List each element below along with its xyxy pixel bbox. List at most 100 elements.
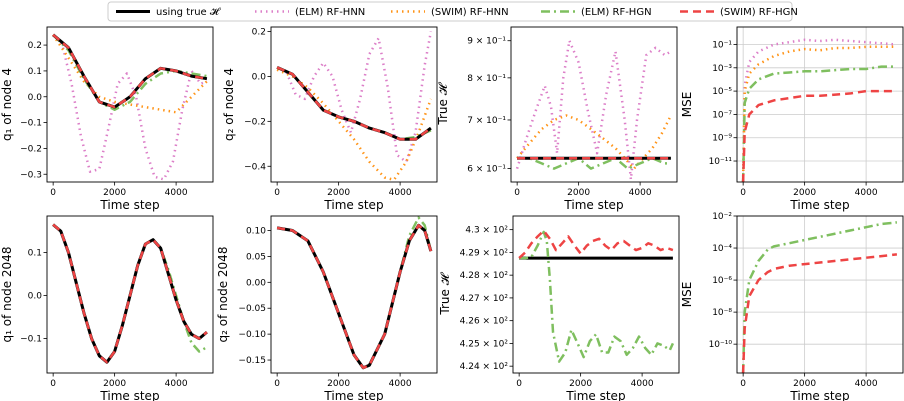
- y-axis-label: q₂ of node 2048: [216, 247, 230, 343]
- y-tick-label: −0.15: [238, 356, 266, 366]
- y-tick-label: 4.27 × 10²: [460, 294, 509, 304]
- panel-6: 0 2000 4000 −0.15 −0.10 −0.05 0.00 0.05 0.10 Time…: [216, 215, 438, 401]
- series-swim_hgn: [52, 223, 208, 364]
- y-tick-label: −0.3: [20, 170, 42, 180]
- x-axis-label: Time step: [565, 389, 625, 401]
- series-swim_hgn: [741, 253, 898, 373]
- y-axis-label: q₂ of node 4: [222, 68, 236, 141]
- x-tick-label: 4000: [855, 379, 878, 389]
- series-elm_hnn: [515, 39, 672, 181]
- x-tick-label: 0: [274, 379, 280, 389]
- axes-frame: [736, 26, 904, 183]
- series-elm_hnn: [52, 33, 208, 181]
- x-tick-label: 4000: [389, 188, 412, 198]
- x-tick-label: 2000: [569, 379, 592, 389]
- y-axis-label: True 𝓗: [438, 271, 452, 315]
- panel-1: 0 2000 4000 −0.3 −0.2 −0.1 0.0 0.1 0.2 Time step q…: [0, 26, 214, 212]
- series-swim_hgn: [741, 89, 897, 182]
- y-tick-label: −0.1: [20, 119, 42, 129]
- x-tick-label: 2000: [793, 379, 816, 389]
- series-swim_hgn: [518, 229, 674, 260]
- panel-4: 0 2000 4000 10⁻¹¹ 10⁻⁹ 10⁻⁷ 10⁻⁵ 10⁻³ 10⁻¹ Time s…: [680, 26, 904, 212]
- y-tick-label: 6 × 10⁻¹: [467, 165, 506, 175]
- y-tick-label: 0.05: [246, 252, 266, 262]
- axes-frame: [736, 215, 904, 374]
- axes-frame: [512, 215, 680, 374]
- series-elm_hnn: [741, 38, 897, 182]
- x-tick-label: 0: [740, 188, 746, 198]
- axes-frame: [510, 26, 678, 183]
- y-tick-label: 0.0: [28, 292, 43, 302]
- series-true: [276, 66, 432, 141]
- x-axis-label: Time step: [789, 389, 849, 401]
- y-tick-label: 0.0: [252, 72, 267, 82]
- x-tick-label: 2000: [103, 379, 126, 389]
- legend-label-swim_hgn: (SWIM) RF-HGN: [720, 7, 798, 18]
- y-tick-label: 8 × 10⁻¹: [467, 74, 506, 84]
- axes-frame: [46, 26, 214, 183]
- x-tick-label: 4000: [855, 188, 878, 198]
- x-tick-label: 4000: [389, 379, 412, 389]
- x-tick-label: 4000: [165, 188, 188, 198]
- y-axis-label: q₁ of node 2048: [0, 247, 14, 343]
- y-tick-label: −0.4: [244, 162, 266, 172]
- axes-frame: [270, 215, 438, 374]
- y-tick-label: 0.2: [28, 41, 42, 51]
- y-tick-label: 10⁻⁴: [712, 244, 732, 254]
- panel-8: 0 2000 4000 10⁻¹⁰ 10⁻⁸ 10⁻⁶ 10⁻⁴ 10⁻² Time step M…: [680, 212, 904, 401]
- x-tick-label: 0: [514, 188, 520, 198]
- x-tick-label: 2000: [103, 188, 126, 198]
- x-tick-label: 0: [274, 188, 280, 198]
- series-elm_hnn: [276, 31, 433, 164]
- panel-7: 0 2000 4000 4.24 × 10² 4.25 × 10² 4.26 × 10² 4…: [438, 215, 680, 401]
- legend-label-swim_hnn: (SWIM) RF-HNN: [431, 7, 509, 18]
- x-tick-label: 0: [516, 379, 522, 389]
- x-axis-label: Time step: [323, 198, 383, 212]
- y-tick-label: −0.2: [20, 144, 42, 154]
- panels: 0 2000 4000 −0.3 −0.2 −0.1 0.0 0.1 0.2 Time step q…: [0, 26, 904, 401]
- x-tick-label: 2000: [793, 188, 816, 198]
- x-axis-label: Time step: [563, 198, 623, 212]
- series-swim_hnn: [741, 45, 897, 182]
- panel-3: 0 2000 4000 6 × 10⁻¹ 7 × 10⁻¹ 8 × 10⁻¹ 9 × 10⁻…: [436, 26, 678, 212]
- legend-label-elm_hgn: (ELM) RF-HGN: [581, 7, 652, 18]
- x-tick-label: 0: [50, 188, 56, 198]
- x-axis-label: Time step: [323, 389, 383, 401]
- x-tick-label: 0: [740, 379, 746, 389]
- y-tick-label: −0.2: [244, 117, 266, 127]
- axes-frame: [270, 26, 438, 183]
- y-tick-label: 10⁻³: [712, 64, 732, 74]
- series-elm_hgn: [519, 230, 675, 363]
- series-elm_hgn: [741, 221, 898, 373]
- x-tick-label: 0: [50, 379, 56, 389]
- y-tick-label: 10⁻¹¹: [709, 157, 733, 167]
- y-tick-label: 4.24 × 10²: [460, 362, 509, 372]
- series-elm_hgn: [517, 156, 671, 170]
- series-swim_hgn: [276, 224, 433, 370]
- y-tick-label: 0.10: [246, 227, 266, 237]
- legend: using true 𝓗 (ELM) RF-HNN (SWIM) RF-HNN (EL…: [107, 1, 798, 22]
- series-elm_hgn: [276, 66, 432, 141]
- y-tick-label: 4.29 × 10²: [460, 248, 509, 258]
- axes-frame: [46, 215, 214, 374]
- y-tick-label: 10⁻⁷: [712, 110, 732, 120]
- y-tick-label: 9 × 10⁻¹: [467, 37, 506, 47]
- y-tick-label: 7 × 10⁻¹: [467, 116, 506, 126]
- y-tick-label: 0.0: [28, 93, 43, 103]
- y-tick-label: 0.2: [252, 27, 266, 37]
- y-tick-label: 4.3 × 10²: [465, 226, 508, 236]
- legend-label-elm_hnn: (ELM) RF-HNN: [295, 7, 365, 18]
- y-axis-label: q₁ of node 4: [0, 68, 14, 141]
- legend-frame: [107, 1, 793, 22]
- y-tick-label: 0.1: [28, 249, 42, 259]
- y-axis-label: True 𝓗: [436, 81, 450, 125]
- y-tick-label: 10⁻⁶: [712, 276, 732, 286]
- y-tick-label: 4.26 × 10²: [460, 317, 509, 327]
- y-axis-label: MSE: [680, 282, 694, 308]
- series-swim_hnn: [276, 68, 433, 182]
- y-tick-label: 0.1: [28, 67, 42, 77]
- y-tick-label: 10⁻²: [712, 212, 732, 222]
- x-tick-label: 2000: [327, 188, 350, 198]
- y-tick-label: −0.10: [238, 330, 266, 340]
